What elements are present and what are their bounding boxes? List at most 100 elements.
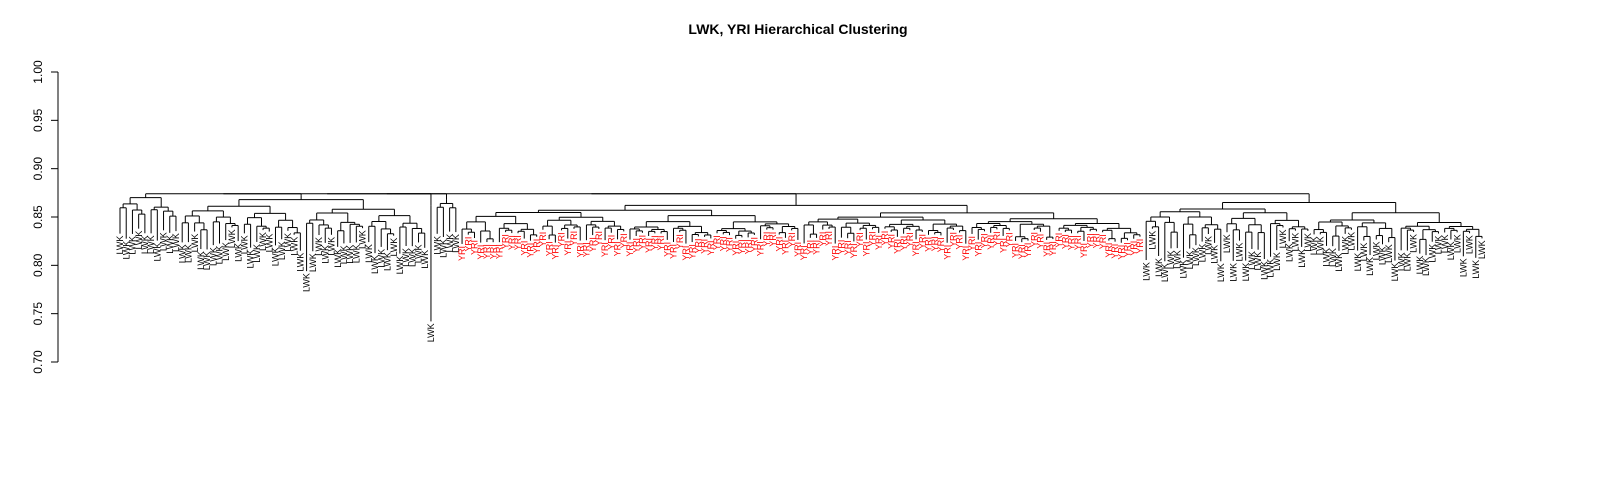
leaf-label: LWK (1365, 257, 1375, 276)
leaf-label: LWK (221, 242, 231, 261)
leaf-label: YRI (675, 234, 685, 249)
leaf-label: YRI (457, 246, 467, 261)
leaf-label: YRI (544, 241, 554, 256)
leaf-label: YRI (656, 235, 666, 250)
leaf-label: LWK (1160, 263, 1170, 282)
leaf-label: LWK (364, 244, 374, 263)
leaf-label: LWK (320, 245, 330, 264)
leaf-label: YRI (1085, 233, 1095, 248)
leaf-label: LWK (277, 241, 287, 260)
leaf-label: YRI (731, 241, 741, 256)
leaf-label: LWK (308, 253, 318, 272)
leaf-label: LWK (190, 234, 200, 253)
leaf-label: LWK (1141, 262, 1151, 281)
leaf-label: YRI (619, 233, 629, 248)
leaf-label: LWK (401, 248, 411, 267)
leaf-label: YRI (998, 238, 1008, 253)
leaf-label: LWK (1415, 256, 1425, 275)
leaf-label: LWK (1471, 260, 1481, 279)
leaf-label: YRI (855, 232, 865, 247)
leaf-label: LWK (208, 247, 218, 266)
leaf-label: LWK (171, 233, 181, 252)
leaf-label: YRI (1054, 233, 1064, 248)
leaf-label: LWK (227, 229, 237, 248)
leaf-label: YRI (575, 243, 585, 258)
leaf-label: LWK (345, 245, 355, 264)
leaf-label: LWK (1191, 247, 1201, 266)
leaf-label: LWK (1322, 248, 1332, 267)
chart-title: LWK, YRI Hierarchical Clustering (688, 21, 907, 37)
leaf-label: YRI (476, 245, 486, 260)
leaf-label: LWK (1396, 252, 1406, 271)
leaf-label: LWK (240, 235, 250, 254)
leaf-label: LWK (358, 230, 368, 249)
y-tick-label: 0.95 (31, 108, 45, 132)
leaf-label: YRI (861, 242, 871, 257)
leaf-label: YRI (955, 235, 965, 250)
leaf-label: YRI (538, 232, 548, 247)
leaf-label: YRI (532, 239, 542, 254)
leaf-label: YRI (588, 237, 598, 252)
leaf-label: LWK (1272, 252, 1282, 271)
leaf-label: LWK (1259, 261, 1269, 280)
leaf-label: YRI (824, 231, 834, 246)
leaf-label: LWK (1458, 258, 1468, 277)
leaf-label: LWK (271, 247, 281, 266)
leaf-label: YRI (1098, 234, 1108, 249)
leaf-label: YRI (594, 231, 604, 246)
leaf-label: LWK (1303, 233, 1313, 252)
y-tick-label: 1.00 (31, 60, 45, 84)
leaf-label: YRI (949, 232, 959, 247)
leaf-label: YRI (793, 242, 803, 257)
leaf-label: YRI (973, 242, 983, 257)
leaf-label: YRI (812, 240, 822, 255)
leaf-label: LWK (1154, 258, 1164, 277)
leaf-label: YRI (1029, 232, 1039, 247)
leaf-label: YRI (1017, 244, 1027, 259)
leaf-label: LWK (1291, 233, 1301, 252)
leaf-label: LWK (1216, 263, 1226, 282)
leaf-label: YRI (961, 246, 971, 261)
leaf-label: YRI (725, 237, 735, 252)
leaf-label: LWK (1409, 234, 1419, 253)
y-tick-label: 0.80 (31, 253, 45, 277)
leaf-label: LWK (432, 236, 442, 255)
leaf-label: LWK (1403, 253, 1413, 272)
leaf-label: YRI (942, 245, 952, 260)
leaf-label: LWK (1465, 235, 1475, 254)
leaf-label: YRI (463, 237, 473, 252)
leaf-label: LWK (395, 256, 405, 275)
leaf-label: LWK (445, 234, 455, 253)
leaf-label: LWK (439, 239, 449, 258)
leaf-label: YRI (843, 240, 853, 255)
leaf-label: YRI (874, 235, 884, 250)
leaf-label: YRI (743, 239, 753, 254)
dendrogram-branches (119, 193, 1483, 322)
leaf-label: LWK (1228, 263, 1238, 282)
leaf-label: YRI (495, 244, 505, 259)
leaf-label: YRI (557, 232, 567, 247)
leaf-label: LWK (1222, 234, 1232, 253)
leaf-label: YRI (700, 239, 710, 254)
leaf-label: LWK (327, 237, 337, 256)
leaf-label: LWK (196, 251, 206, 270)
leaf-label: LWK (1477, 240, 1487, 259)
leaf-label: LWK (1446, 241, 1456, 260)
leaf-label: LWK (1378, 246, 1388, 265)
leaf-label: YRI (600, 242, 610, 257)
leaf-label: YRI (569, 231, 579, 246)
leaf-label: YRI (917, 234, 927, 249)
y-axis: 0.70 0.75 0.80 0.85 0.90 0.95 1.00 (31, 60, 59, 374)
leaf-label: YRI (868, 231, 878, 246)
leaf-label: YRI (992, 231, 1002, 246)
leaf-label: YRI (1092, 233, 1102, 248)
leaf-label: YRI (550, 245, 560, 260)
leaf-label: YRI (650, 235, 660, 250)
leaf-label: YRI (756, 241, 766, 256)
leaf-label: YRI (849, 243, 859, 258)
leaf-label: YRI (501, 234, 511, 249)
y-tick-label: 0.85 (31, 205, 45, 229)
leaf-label: LWK (370, 255, 380, 274)
leaf-label: LWK (165, 235, 175, 254)
